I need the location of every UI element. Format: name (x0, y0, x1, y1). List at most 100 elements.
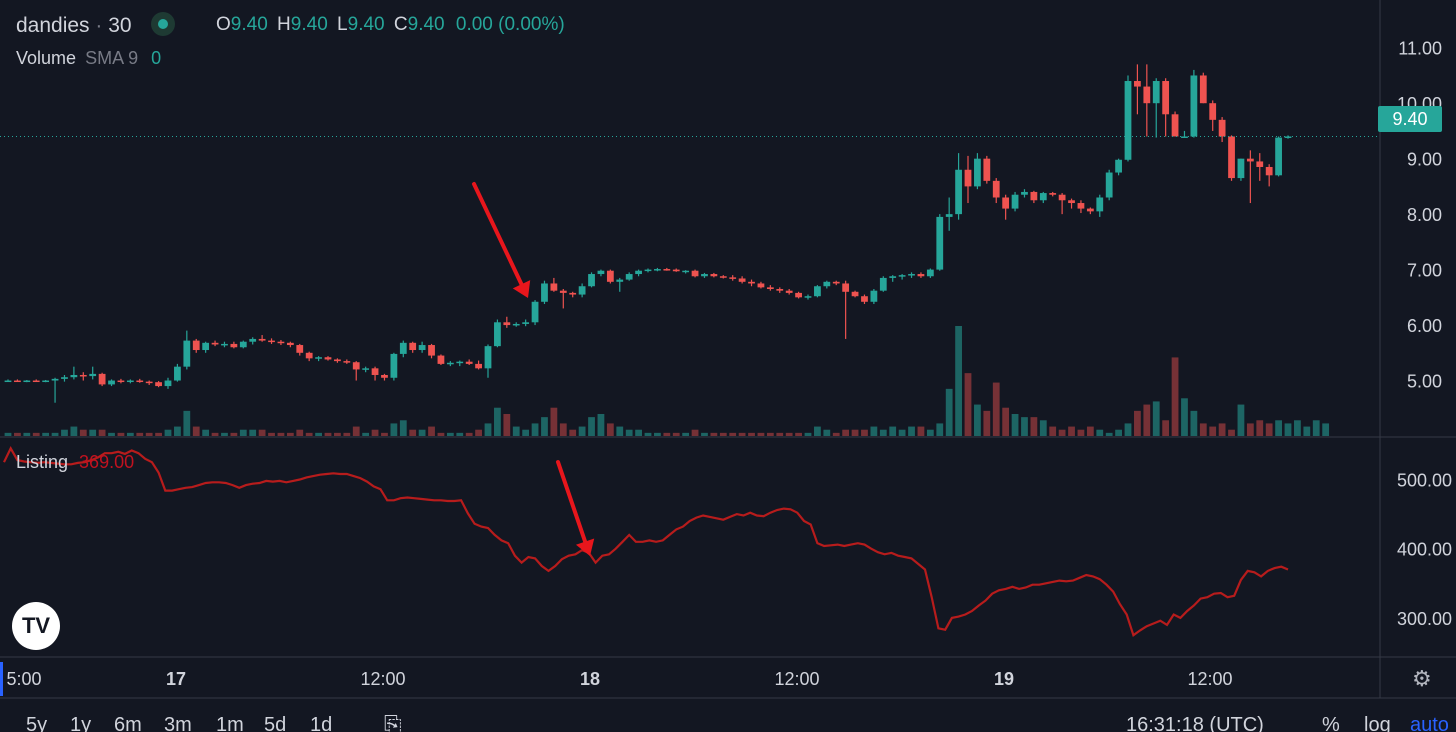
candle (14, 379, 21, 383)
candle-body (804, 296, 812, 298)
candle (136, 378, 144, 383)
candle-body (908, 274, 915, 276)
candle (898, 274, 906, 280)
candle-body (625, 274, 633, 280)
volume-bar (1228, 429, 1235, 436)
gear-icon[interactable]: ⚙ (1412, 666, 1432, 691)
listing-legend[interactable]: Listing 369.00 (16, 452, 134, 473)
volume-legend[interactable]: Volume SMA 9 0 (16, 48, 161, 69)
high-value: 9.40 (290, 14, 328, 35)
candle-body (1011, 194, 1019, 209)
price-tick-label: 7.00 (1407, 261, 1442, 281)
candle-body (1228, 136, 1235, 179)
range-6m[interactable]: 6m (114, 714, 142, 732)
candle-body (748, 281, 755, 284)
volume-bar (879, 429, 887, 436)
volume-bar (1294, 420, 1301, 436)
symbol-name[interactable]: dandies (16, 14, 90, 37)
tradingview-logo-icon[interactable]: TV (12, 602, 60, 650)
candle-body (192, 340, 200, 351)
low-value: 9.40 (347, 14, 385, 35)
candle (1218, 117, 1226, 143)
time-axis-marker (0, 662, 3, 696)
candle (983, 155, 991, 184)
range-3m[interactable]: 3m (164, 714, 192, 732)
volume-bar (1199, 423, 1207, 436)
candle (503, 316, 511, 328)
candle (1002, 194, 1010, 220)
volume-bar (1011, 414, 1019, 436)
range-1y[interactable]: 1y (70, 714, 92, 732)
candle (258, 335, 266, 342)
open-label: O (216, 14, 231, 35)
time-tick-label: 12:00 (360, 669, 405, 689)
candle-body (597, 270, 605, 275)
candle-body (70, 374, 78, 378)
volume-bar (239, 429, 247, 436)
candle-body (955, 169, 962, 215)
candle (155, 381, 162, 388)
volume-bar (1030, 417, 1038, 436)
candle-body (1134, 81, 1141, 87)
volume-indicator: SMA 9 (85, 48, 139, 68)
range-1d[interactable]: 1d (310, 714, 333, 732)
volume-bar (192, 426, 200, 436)
candle-body (1030, 191, 1038, 201)
candle-body (522, 322, 530, 324)
volume-bar (757, 432, 765, 436)
candle-body (531, 301, 539, 323)
candle-body (823, 281, 831, 287)
volume-bar (1077, 429, 1085, 436)
symbol-interval[interactable]: 30 (108, 14, 132, 37)
volume-bar (4, 432, 12, 436)
candle (352, 361, 360, 381)
candle-body (559, 290, 567, 293)
candle (1134, 64, 1141, 115)
candle (126, 379, 134, 384)
candle (1049, 191, 1057, 197)
candle-body (315, 357, 322, 359)
candle (748, 279, 755, 287)
volume-bar (672, 432, 680, 436)
time-tick-label: 17 (166, 669, 186, 689)
candle (814, 285, 821, 298)
log-toggle[interactable]: log (1364, 714, 1391, 732)
candle-body (1068, 200, 1075, 204)
candle-body (879, 277, 887, 291)
auto-toggle[interactable]: auto (1410, 714, 1449, 732)
volume-name: Volume (16, 48, 77, 68)
candle-body (418, 345, 426, 351)
listing-value: 369.00 (79, 452, 135, 472)
volume-bar (531, 423, 539, 436)
candle-body (1058, 194, 1066, 201)
volume-bar (202, 429, 210, 436)
candle (719, 275, 727, 279)
listing-line (3, 446, 1289, 637)
volume-bar (861, 429, 868, 436)
calendar-goto-icon[interactable]: ⎘ (384, 712, 402, 732)
volume-bar (512, 426, 520, 436)
candle-body (983, 158, 991, 181)
volume-bar (1162, 420, 1170, 436)
volume-bar (446, 432, 454, 436)
volume-bar (117, 432, 125, 436)
last-price-tag: 9.40 (1378, 106, 1442, 132)
candle (917, 272, 925, 278)
candle (42, 379, 50, 383)
range-1m[interactable]: 1m (216, 714, 244, 732)
candle (635, 269, 642, 277)
candle (4, 379, 12, 383)
percent-toggle[interactable]: % (1322, 714, 1340, 732)
candle-body (945, 214, 953, 217)
volume-bar (663, 432, 671, 436)
volume-bar (1021, 417, 1028, 436)
candle-body (588, 274, 595, 287)
volume-bar (428, 426, 435, 436)
candle-body (1049, 193, 1057, 195)
symbol-legend[interactable]: dandies · 30 (16, 12, 176, 38)
range-5d[interactable]: 5d (264, 714, 287, 732)
range-5y[interactable]: 5y (26, 714, 48, 732)
volume-bar (748, 432, 755, 436)
candle-body (381, 374, 388, 378)
